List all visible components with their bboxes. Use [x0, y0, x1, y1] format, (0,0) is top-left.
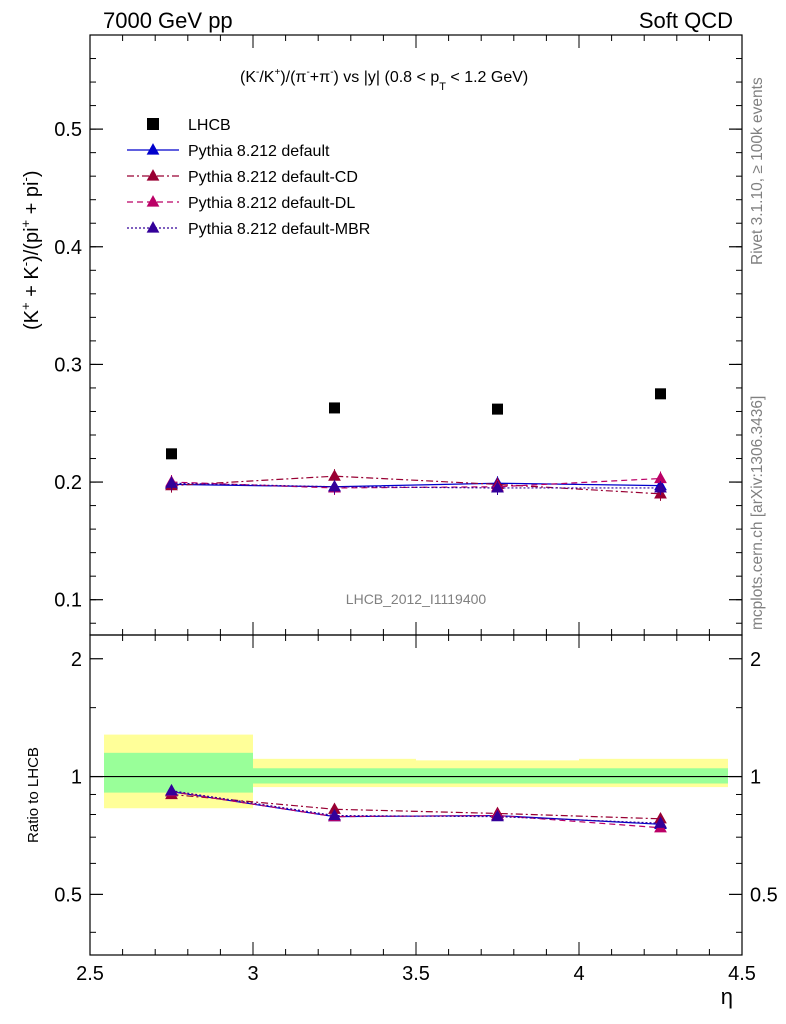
ratio-point-marker — [654, 816, 667, 828]
main-y-tick-label: 0.3 — [54, 354, 82, 376]
legend-entry: Pythia 8.212 default-DL — [127, 195, 355, 212]
rivet-label: Rivet 3.1.10, ≥ 100k events — [749, 77, 766, 265]
mc-point-marker — [491, 481, 504, 493]
ratio-y-axis-label: Ratio to LHCB — [25, 747, 42, 843]
analysis-watermark: LHCB_2012_I1119400 — [346, 591, 487, 607]
ratio-y-tick-label-right: 2 — [750, 649, 761, 671]
x-tick-label: 3 — [247, 963, 258, 985]
ratio-panel: 0.5 0.5 1 1 2 2 2.5 3 3.5 4 4.5 Ratio to LHCB η — [25, 634, 778, 1009]
legend-label: LHCB — [188, 117, 231, 134]
legend-marker — [146, 195, 160, 207]
main-series-4 — [165, 476, 667, 495]
x-axis-label: η — [721, 984, 733, 1009]
data-point-marker — [166, 448, 177, 460]
main-y-axis-label: (K+ + K-)/(pi+ + pi-) — [18, 171, 43, 331]
ratio-y-tick-label: 1 — [71, 767, 82, 789]
legend-marker — [146, 143, 160, 155]
ratio-ticks: 0.5 0.5 1 1 2 2 2.5 3 3.5 4 4.5 — [54, 635, 778, 985]
x-tick-label: 4.5 — [728, 963, 756, 985]
data-point-marker — [329, 402, 340, 414]
main-y-ticks: 0.1 0.2 0.3 0.4 0.5 — [54, 35, 743, 635]
mc-point-marker — [328, 479, 341, 492]
legend-marker — [147, 118, 159, 130]
ratio-y-tick-label-right: 1 — [750, 767, 761, 789]
main-series-line — [171, 482, 661, 489]
plot-title: (K-/K+)/(π-+π-) vs |y| (0.8 < pT < 1.2 G… — [240, 67, 528, 93]
main-y-tick-label: 0.4 — [54, 237, 82, 259]
legend-entry: LHCB — [147, 117, 231, 134]
mcplots-label: mcplots.cern.ch [arXiv:1306.3436] — [749, 396, 766, 630]
legend-label: Pythia 8.212 default-DL — [188, 195, 355, 212]
legend-entry: Pythia 8.212 default-MBR — [127, 221, 370, 238]
stat-uncertainty-band — [253, 768, 416, 784]
legend-label: Pythia 8.212 default-CD — [188, 169, 358, 186]
x-tick-label: 4 — [573, 963, 584, 985]
main-panel: 0.1 0.2 0.3 0.4 0.5 (K-/K+)/(π-+π-) vs |y| (… — [18, 34, 743, 636]
stat-uncertainty-band — [104, 752, 253, 793]
ratio-series-line — [171, 793, 661, 820]
ratio-series-line — [171, 790, 661, 824]
legend-marker — [146, 221, 160, 233]
ratio-y-tick-label: 0.5 — [54, 884, 82, 906]
main-y-tick-label: 0.1 — [54, 590, 82, 612]
legend-entry: Pythia 8.212 default-CD — [127, 169, 358, 186]
ratio-y-tick-label: 2 — [71, 649, 82, 671]
legend-label: Pythia 8.212 default-MBR — [188, 221, 370, 238]
legend: LHCB Pythia 8.212 default Pythia 8.212 def… — [127, 117, 370, 238]
main-y-tick-label: 0.5 — [54, 119, 82, 141]
main-y-tick-label: 0.2 — [54, 472, 82, 494]
main-series-0 — [166, 388, 666, 460]
stat-uncertainty-band — [416, 768, 579, 784]
data-point-marker — [492, 403, 503, 415]
x-tick-label: 2.5 — [76, 963, 104, 985]
main-series-line — [171, 475, 661, 495]
legend-label: Pythia 8.212 default — [188, 143, 330, 160]
header-left: 7000 GeV pp — [103, 8, 233, 33]
ratio-series-line — [171, 791, 661, 829]
mc-point-marker — [654, 471, 667, 484]
x-tick-label: 3.5 — [402, 963, 430, 985]
data-point-marker — [655, 388, 666, 400]
ratio-point-marker — [328, 802, 341, 814]
legend-marker — [146, 169, 160, 181]
mc-point-marker — [165, 476, 178, 488]
ratio-point-marker — [328, 808, 341, 821]
legend-entry: Pythia 8.212 default — [127, 143, 330, 160]
ratio-series-3 — [165, 783, 667, 828]
main-series-3 — [165, 471, 667, 495]
ratio-y-tick-label-right: 0.5 — [750, 884, 778, 906]
ratio-frame — [89, 634, 743, 956]
ratio-point-marker — [491, 809, 504, 822]
ratio-point-marker — [165, 783, 178, 796]
mc-point-marker — [654, 481, 667, 493]
mc-point-marker — [328, 469, 341, 481]
stat-uncertainty-band — [579, 768, 728, 784]
header-right: Soft QCD — [639, 8, 733, 33]
